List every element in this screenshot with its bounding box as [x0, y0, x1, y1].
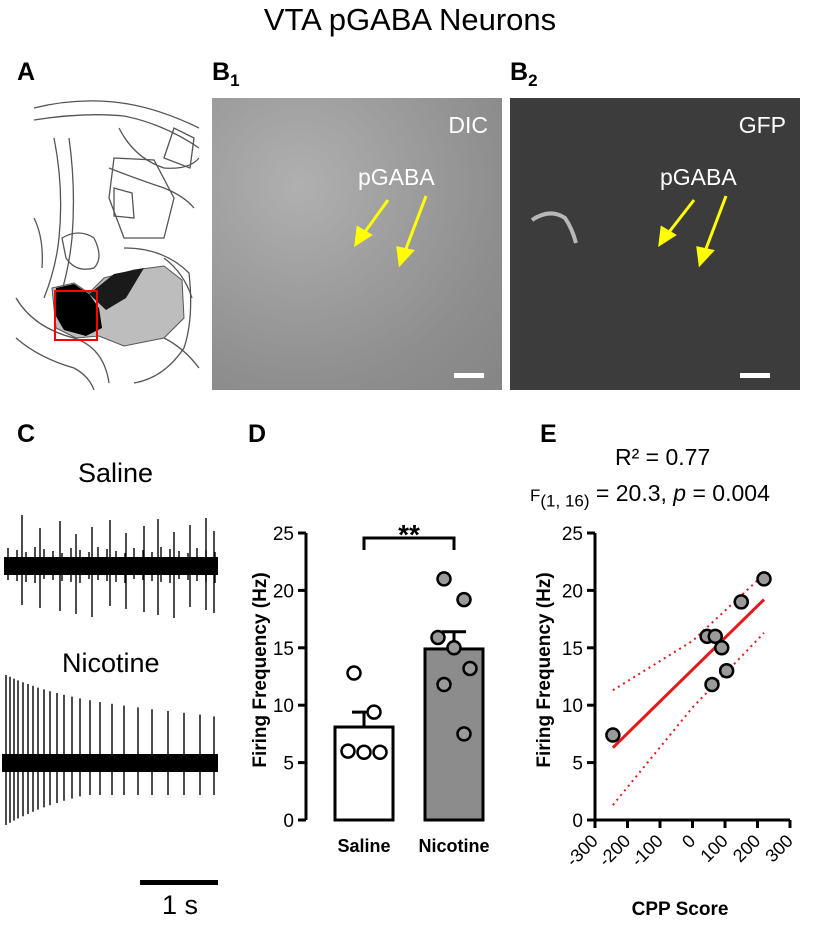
gfp-label: GFP [738, 112, 786, 138]
d-y-tick-label: 5 [283, 754, 294, 775]
e-x-tick-label: 300 [761, 831, 796, 866]
pgaba-label-dic: pGABA [358, 164, 435, 190]
figure-title: VTA pGABA Neurons [263, 2, 557, 37]
electrophysiology-traces [2, 515, 218, 825]
e-x-tick-label: 100 [696, 831, 731, 866]
dic-micrograph: DIC pGABA [212, 98, 502, 390]
nicotine-trace-baseline [2, 754, 218, 772]
panel-label-a: A [17, 58, 36, 86]
significance-bracket [362, 536, 456, 550]
gfp-micrograph: GFP pGABA [510, 98, 800, 390]
d-data-point [436, 571, 452, 587]
e-fit-line [611, 598, 766, 749]
d-data-point [366, 704, 382, 720]
trace-label-nicotine: Nicotine [62, 648, 160, 678]
d-data-point [436, 676, 452, 693]
d-data-point [456, 591, 472, 608]
time-scale-label: 1 s [162, 890, 199, 920]
d-data-point [446, 640, 462, 656]
d-y-tick-label: 15 [273, 639, 294, 660]
e-data-point [605, 727, 621, 743]
e-x-tick-label: -200 [595, 831, 635, 871]
e-y-tick-label: 20 [562, 581, 583, 602]
r-squared-stat: R² = 0.77 [615, 444, 711, 470]
arrows-dic [354, 195, 484, 378]
saline-trace-baseline [4, 557, 218, 575]
d-data-point [456, 726, 472, 742]
e-data-point [704, 676, 720, 693]
trace-label-saline: Saline [78, 458, 154, 488]
d-category-label: Nicotine [418, 836, 489, 856]
d-data-point [462, 660, 478, 677]
panel-label-e: E [540, 420, 557, 448]
d-data-point [372, 744, 388, 761]
d-bar [333, 725, 395, 822]
significance-marker: ** [398, 519, 420, 550]
d-data-point [340, 743, 356, 759]
panel-label-b2: B2 [510, 58, 538, 90]
e-y-tick-label: 10 [562, 696, 583, 717]
e-data-point [718, 663, 735, 679]
e-x-tick-label: 0 [678, 831, 699, 852]
pgaba-label-gfp: pGABA [660, 164, 737, 190]
d-y-axis-label: Firing Frequency (Hz) [250, 572, 271, 767]
roi-box [54, 290, 98, 341]
time-scale-bar [140, 880, 218, 885]
e-y-tick-label: 25 [562, 524, 583, 545]
arrows-gfp [530, 195, 770, 378]
e-x-tick-label: -300 [562, 831, 602, 871]
e-ci-lower [612, 632, 765, 806]
d-data-point [356, 744, 372, 761]
d-y-tick-label: 0 [283, 811, 294, 832]
e-data-point [733, 594, 749, 610]
bar-chart-d: 0 5 10 15 20 25 Saline Nicotine Firing Frequenc… [250, 519, 490, 856]
e-x-tick-label: -100 [627, 831, 667, 871]
e-data-point [714, 640, 730, 656]
dic-label: DIC [448, 112, 488, 138]
e-data-point [756, 571, 772, 587]
e-y-tick-label: 15 [562, 639, 583, 660]
d-data-point [430, 629, 446, 646]
d-y-tick-label: 10 [273, 696, 294, 717]
panel-label-c: C [17, 420, 36, 448]
e-y-tick-label: 0 [572, 811, 583, 832]
d-category-label: Saline [337, 836, 390, 856]
f-stat: F(1, 16) = 20.3, p = 0.004 [530, 480, 770, 511]
panel-label-b1: B1 [212, 58, 240, 90]
panel-label-d: D [248, 420, 267, 448]
e-x-axis-label: CPP Score [632, 899, 729, 920]
d-data-point [346, 665, 362, 681]
d-y-tick-label: 20 [273, 581, 294, 602]
e-x-tick-label: 200 [729, 831, 764, 866]
e-y-tick-label: 5 [572, 754, 583, 775]
e-data-point [707, 628, 723, 645]
e-y-axis-label: Firing Frequency (Hz) [534, 572, 555, 767]
brain-atlas-schematic [15, 100, 200, 390]
e-ci-upper [612, 573, 765, 692]
d-y-tick-label: 25 [273, 524, 294, 545]
